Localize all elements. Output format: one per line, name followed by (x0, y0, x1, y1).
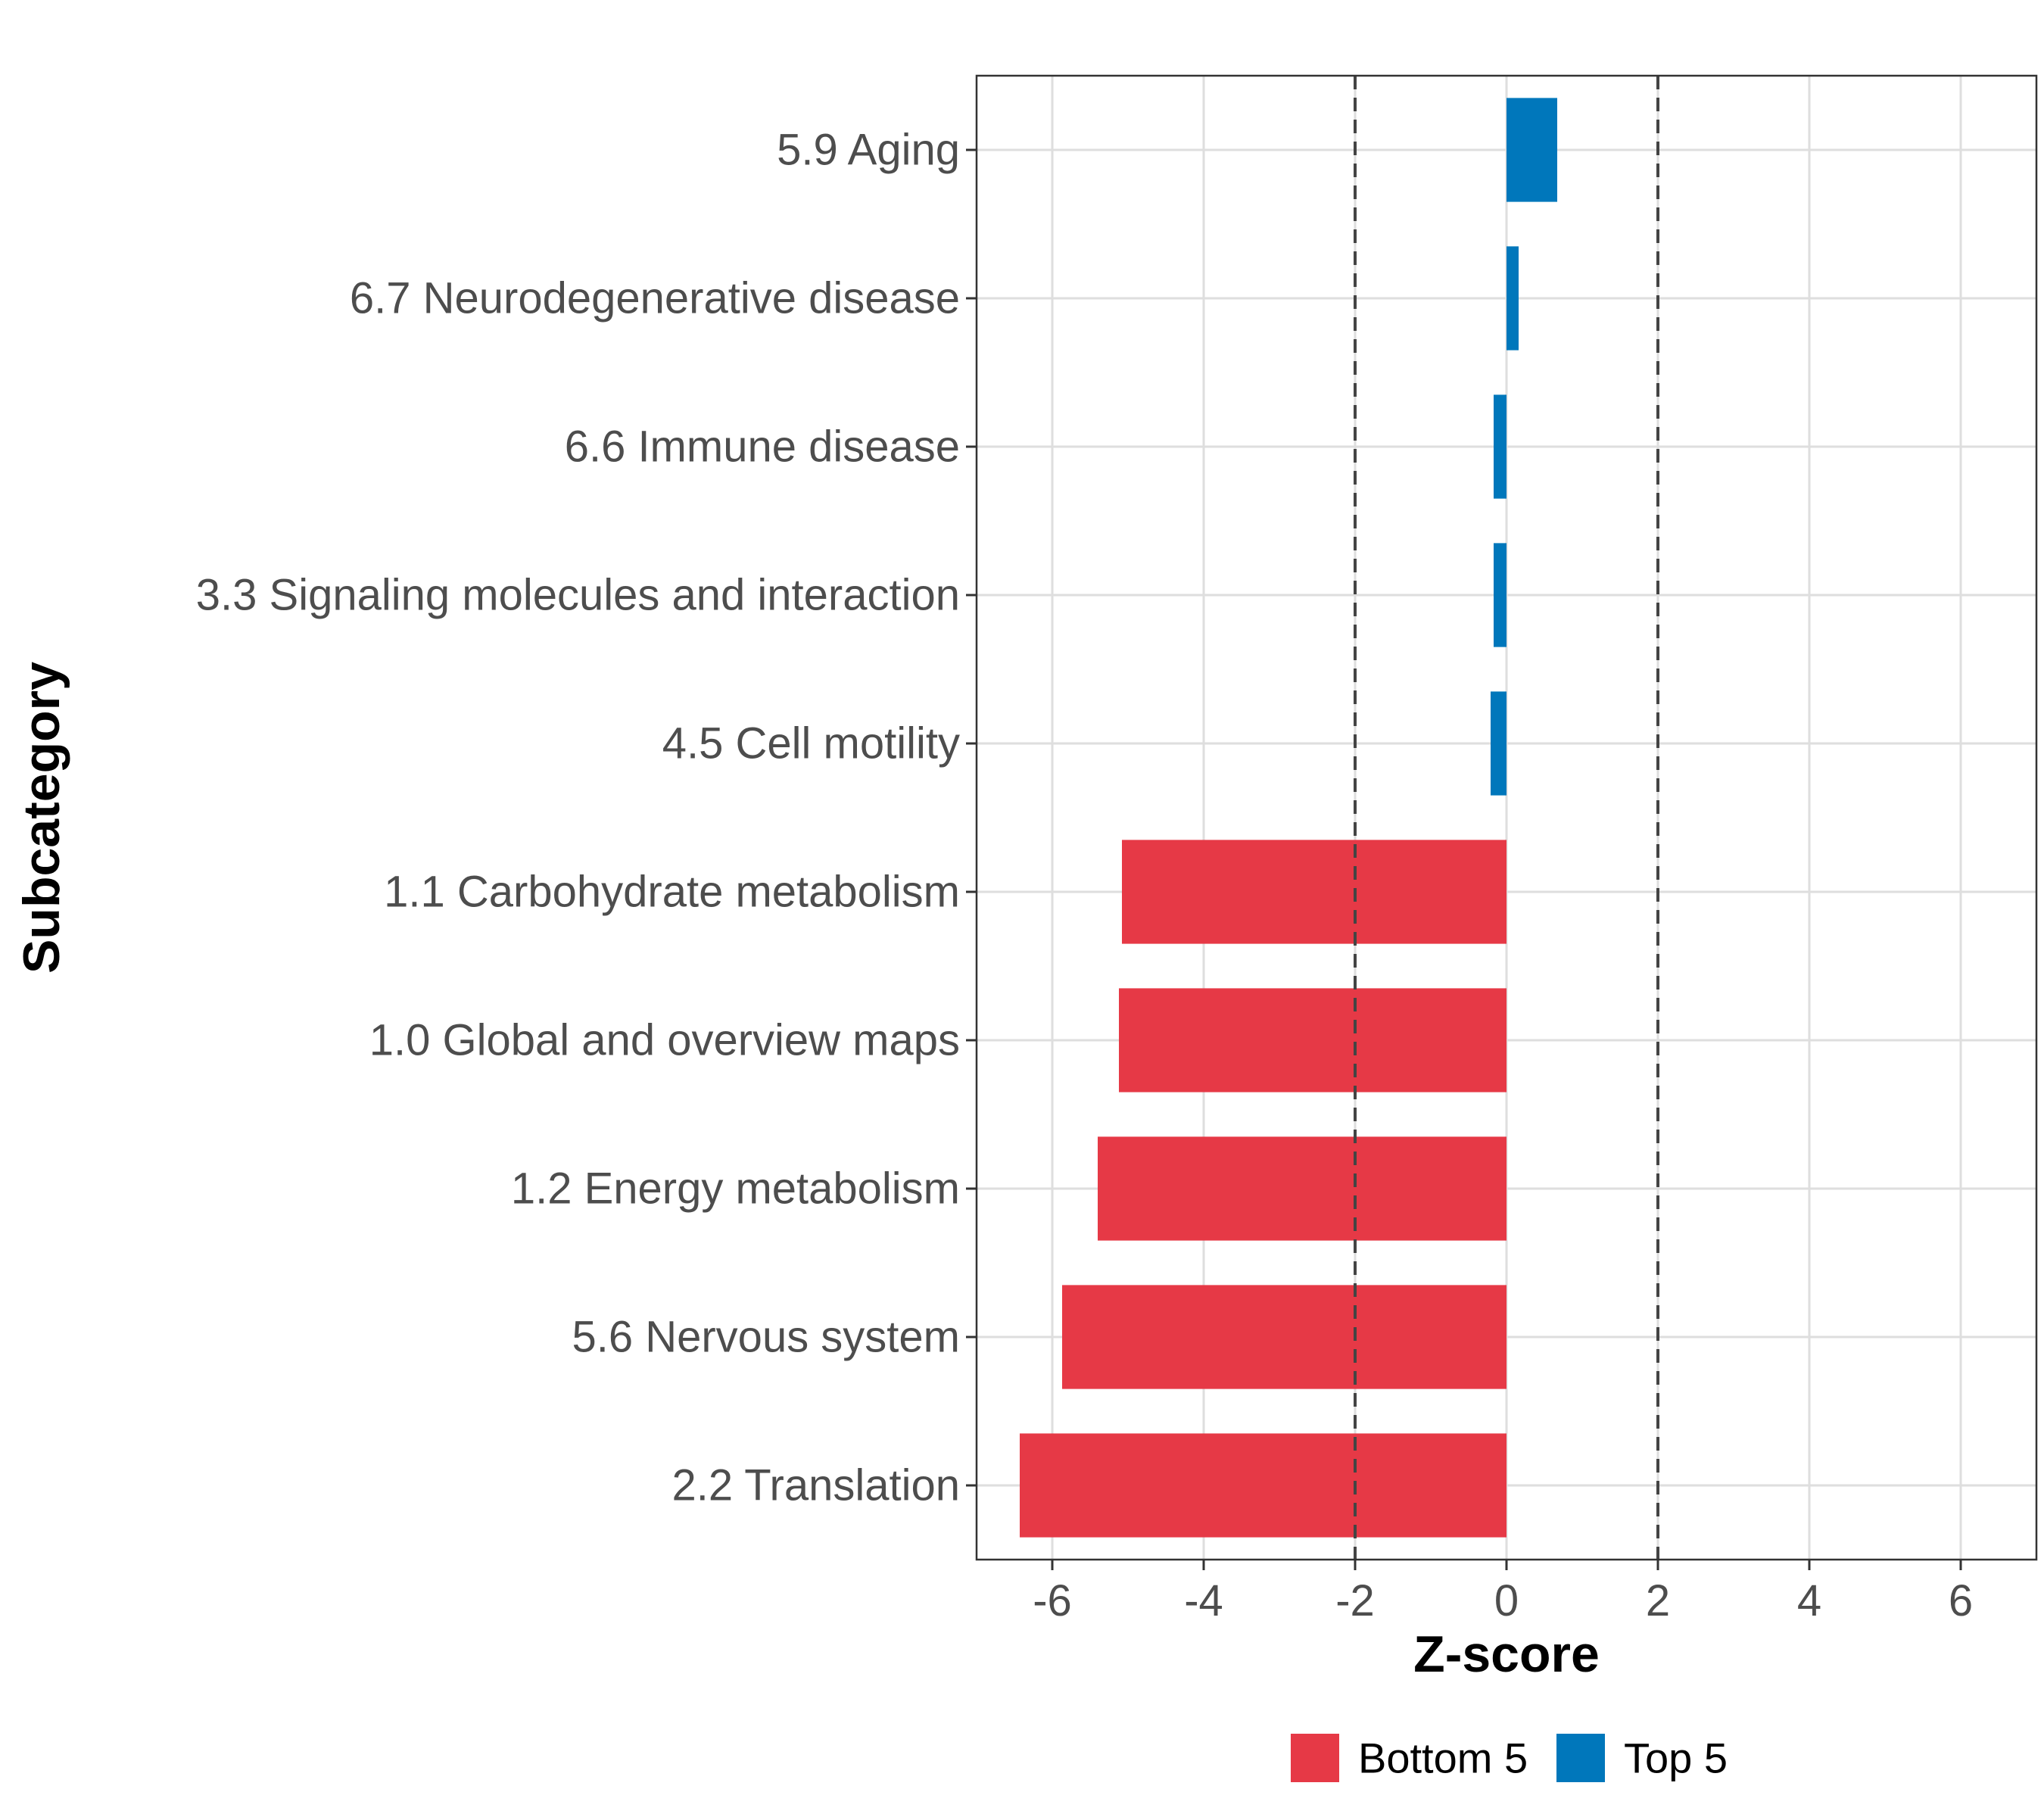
x-tick-label: 6 (1949, 1576, 1973, 1625)
x-axis-ticks: -6 -4 -2 0 2 4 6 (1033, 1560, 1973, 1625)
x-tick-label: -6 (1033, 1576, 1072, 1625)
x-tick-label: 0 (1494, 1576, 1519, 1625)
y-tick-label: 3.3 Signaling molecules and interaction (196, 571, 960, 620)
y-tick-label: 2.2 Translation (672, 1461, 960, 1510)
y-tick-label: 5.9 Aging (777, 126, 960, 175)
y-tick-label: 5.6 Nervous system (572, 1313, 960, 1362)
x-axis-title: Z-score (1413, 1625, 1600, 1683)
bar (1122, 840, 1507, 944)
bar (1098, 1136, 1507, 1241)
legend-swatch (1291, 1734, 1339, 1782)
y-tick-label: 1.1 Carbohydrate metabolism (384, 868, 960, 917)
bar (1494, 394, 1507, 499)
bar (1507, 246, 1519, 351)
y-axis-title: Subcategory (13, 662, 70, 974)
y-tick-label: 1.0 Global and overview maps (369, 1016, 960, 1065)
y-tick-label: 6.7 Neurodegenerative disease (350, 274, 960, 323)
x-tick-label: 4 (1797, 1576, 1821, 1625)
y-tick-label: 1.2 Energy metabolism (511, 1164, 960, 1214)
bar (1507, 98, 1557, 202)
bar (1494, 543, 1507, 647)
reference-lines (1354, 76, 1659, 1560)
x-tick-label: 2 (1646, 1576, 1670, 1625)
bar (1491, 691, 1507, 796)
bar (1020, 1433, 1507, 1538)
legend-swatch (1556, 1734, 1605, 1782)
legend: Bottom 5 Top 5 (1291, 1734, 1728, 1782)
x-tick-label: -4 (1184, 1576, 1223, 1625)
bar (1062, 1285, 1507, 1389)
bar (1119, 988, 1507, 1092)
x-tick-label: -2 (1335, 1576, 1375, 1625)
legend-label: Bottom 5 (1358, 1734, 1528, 1782)
legend-label: Top 5 (1624, 1734, 1728, 1782)
y-tick-label: 4.5 Cell motility (662, 719, 960, 768)
bars (1020, 98, 1557, 1538)
y-tick-label: 6.6 Immune disease (565, 422, 960, 472)
y-axis-ticks: 5.9 Aging 6.7 Neurodegenerative disease 6.… (196, 126, 977, 1510)
